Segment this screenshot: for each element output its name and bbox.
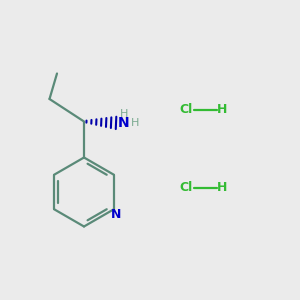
Text: H: H xyxy=(131,118,140,128)
Text: Cl: Cl xyxy=(179,103,193,116)
Text: N: N xyxy=(111,208,122,221)
Text: H: H xyxy=(217,103,227,116)
Text: H: H xyxy=(120,109,128,119)
Text: N: N xyxy=(118,116,130,130)
Text: Cl: Cl xyxy=(179,181,193,194)
Text: H: H xyxy=(217,181,227,194)
